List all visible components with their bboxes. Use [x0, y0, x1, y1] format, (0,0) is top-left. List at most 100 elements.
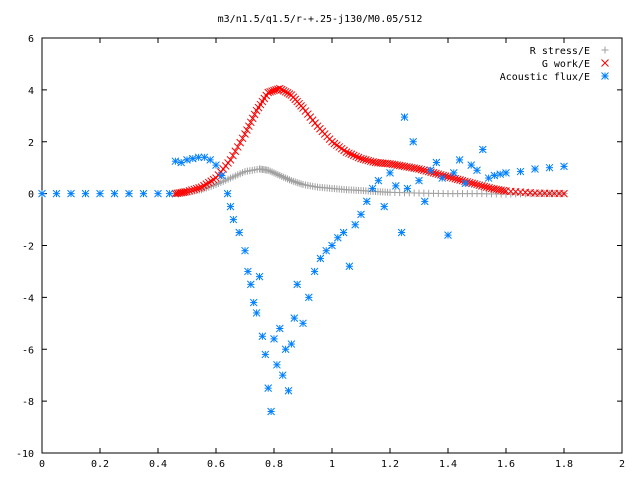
data-point — [250, 110, 259, 119]
x-tick-label: 1.6 — [497, 459, 515, 470]
data-point — [197, 183, 206, 191]
data-point — [475, 181, 484, 190]
data-point — [190, 185, 199, 194]
data-point — [444, 231, 452, 239]
data-point — [357, 210, 365, 219]
data-point — [426, 166, 435, 175]
data-point — [185, 186, 194, 195]
data-point — [470, 180, 479, 188]
x-tick-label: 1.4 — [439, 459, 457, 470]
data-point — [480, 182, 489, 191]
data-point — [236, 138, 245, 147]
data-point — [273, 360, 281, 369]
data-point — [202, 180, 211, 188]
data-marks — [38, 84, 568, 416]
data-point — [531, 165, 539, 173]
x-tick-label: 0 — [39, 459, 45, 470]
data-point — [165, 189, 174, 198]
data-point — [287, 340, 296, 348]
data-point — [295, 179, 303, 187]
data-point — [212, 161, 220, 169]
data-point — [316, 254, 325, 263]
data-point — [187, 186, 196, 194]
series-g-work-e — [171, 84, 568, 198]
data-point — [270, 335, 278, 343]
data-point — [415, 165, 423, 173]
data-point — [258, 332, 267, 341]
x-tick-label: 0.2 — [91, 459, 109, 470]
data-point — [354, 153, 363, 162]
data-point — [359, 155, 368, 164]
data-point — [229, 215, 238, 224]
data-point — [293, 179, 301, 187]
data-point — [364, 156, 373, 165]
y-tick-label: 6 — [28, 34, 34, 45]
axis-ticks: 0 0.2 0.4 0.6 0.8 1 1.2 1.4 1.6 1.8 2 6 4 2 0 -2 -4 -6 -8 -… — [16, 34, 625, 470]
y-tick-label: 4 — [28, 86, 34, 97]
data-point — [456, 176, 464, 184]
data-point — [368, 184, 377, 193]
data-point — [235, 228, 244, 237]
x-tick-label: 2 — [619, 459, 625, 470]
legend-marker — [601, 72, 609, 80]
x-tick-label: 0.4 — [149, 459, 167, 470]
legend-marker — [601, 46, 609, 54]
data-point — [417, 165, 426, 174]
data-point — [246, 118, 255, 127]
data-point — [231, 147, 240, 156]
data-point — [245, 122, 253, 131]
data-point — [420, 197, 429, 206]
data-point — [485, 183, 493, 192]
data-point — [279, 86, 288, 95]
data-point — [468, 179, 477, 188]
data-point — [284, 386, 293, 395]
data-point — [347, 150, 356, 159]
data-point — [409, 137, 418, 146]
data-point — [192, 184, 201, 193]
data-point — [496, 170, 505, 179]
data-point — [297, 180, 305, 188]
data-point — [293, 280, 302, 289]
data-point — [67, 189, 75, 198]
data-point — [246, 280, 255, 289]
data-point — [328, 241, 336, 250]
data-point — [264, 384, 273, 393]
legend-label: Acoustic flux/E — [500, 72, 590, 83]
data-point — [473, 166, 481, 175]
y-tick-label: -10 — [16, 449, 34, 460]
legend-marker — [601, 59, 609, 67]
data-point — [432, 158, 441, 167]
data-point — [241, 246, 249, 255]
x-tick-label: 0.8 — [265, 459, 283, 470]
legend: R stress/E G work/E Acoustic flux/E — [500, 46, 609, 83]
data-point — [249, 298, 258, 307]
data-point — [275, 324, 284, 333]
data-point — [267, 407, 275, 416]
data-point — [229, 151, 237, 160]
data-point — [453, 175, 462, 184]
data-point — [283, 89, 292, 97]
data-point — [339, 228, 348, 237]
data-point — [125, 189, 133, 198]
data-point — [444, 172, 452, 181]
data-point — [361, 156, 370, 164]
data-point — [188, 154, 197, 163]
legend-label: G work/E — [542, 59, 590, 70]
data-point — [290, 314, 299, 322]
y-tick-label: -4 — [22, 293, 34, 304]
data-point — [478, 145, 487, 154]
data-point — [451, 174, 460, 183]
y-tick-label: -2 — [22, 242, 34, 253]
data-point — [299, 319, 307, 328]
x-tick-label: 0.6 — [207, 459, 225, 470]
data-point — [110, 189, 119, 198]
series-acoustic-flux-e — [38, 113, 568, 416]
data-point — [200, 181, 208, 190]
data-point — [560, 162, 568, 171]
data-point — [455, 156, 464, 164]
data-point — [490, 171, 499, 180]
data-point — [351, 220, 360, 229]
data-point — [482, 183, 491, 191]
data-point — [241, 130, 249, 138]
